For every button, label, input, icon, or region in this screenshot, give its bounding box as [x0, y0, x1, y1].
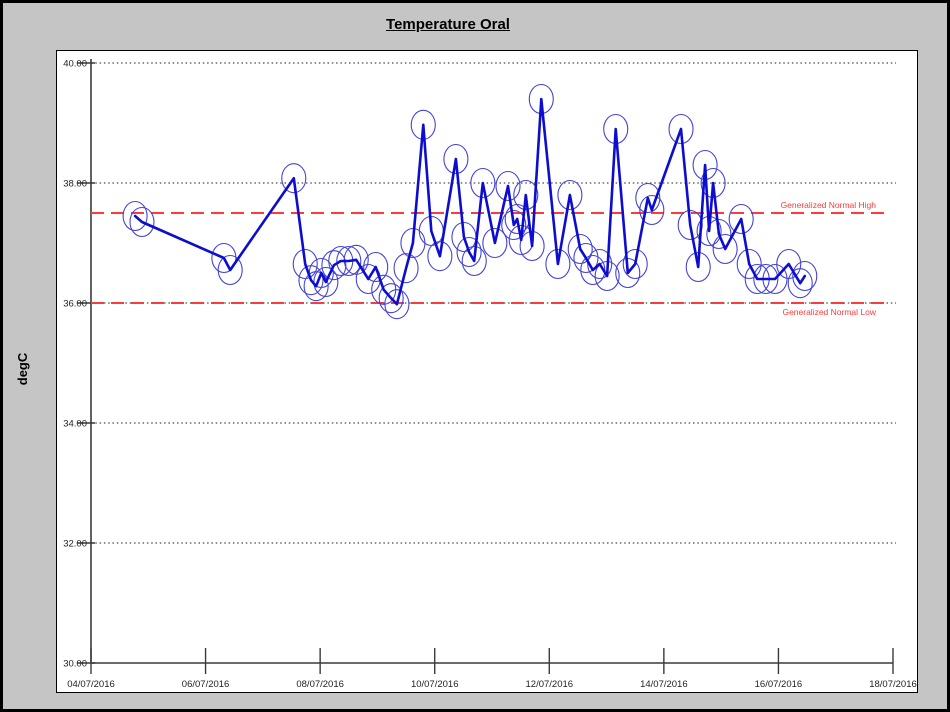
plot-panel	[56, 50, 918, 693]
data-point-marker	[557, 179, 583, 211]
y-tick-label: 38.00	[63, 179, 87, 190]
data-point-marker	[321, 250, 347, 281]
y-tick-label: 32.00	[63, 539, 87, 550]
data-point-marker	[753, 263, 779, 295]
data-point-marker	[443, 143, 469, 175]
data-point-marker	[427, 241, 453, 272]
data-point-marker	[639, 194, 665, 226]
data-point-marker	[567, 233, 593, 265]
reference-line-label: Generalized Normal Low	[782, 307, 876, 317]
x-tick-label: 08/07/2016	[296, 679, 344, 690]
data-point-marker	[292, 248, 318, 280]
data-point-marker	[622, 248, 648, 280]
reference-line-label: Generalized Normal High	[781, 200, 877, 210]
data-point-marker	[129, 206, 155, 238]
data-point-marker	[217, 254, 243, 286]
x-tick-label: 12/07/2016	[526, 679, 574, 690]
data-point-marker	[787, 268, 813, 299]
temperature-line-chart: 30.00 32.00 34.00 36.00 38.00 40.00 04/07/2016…	[63, 59, 917, 691]
data-point-marker	[668, 113, 694, 145]
data-point-marker	[706, 218, 732, 250]
data-line	[133, 97, 807, 306]
data-point-marker	[573, 242, 599, 274]
x-tick-label: 18/07/2016	[869, 679, 917, 690]
y-tick-label: 30.00	[63, 659, 87, 670]
data-point-marker	[513, 179, 539, 211]
data-point-marker	[303, 271, 329, 302]
y-tick-label: 36.00	[63, 299, 87, 310]
data-point-marker	[122, 200, 148, 232]
x-tick-label: 14/07/2016	[640, 679, 688, 690]
x-tick-label: 06/07/2016	[182, 679, 230, 690]
data-point-marker	[635, 182, 661, 214]
y-tick-label: 34.00	[63, 419, 87, 430]
data-point-marker	[545, 248, 571, 280]
data-point-marker	[792, 260, 818, 292]
data-point-marker	[456, 236, 482, 268]
data-point-marker	[736, 248, 762, 280]
data-point-marker	[495, 170, 521, 202]
data-point-marker	[470, 167, 496, 199]
data-point-marker	[378, 283, 404, 314]
data-point-marker	[281, 163, 307, 194]
x-tick-label: 10/07/2016	[411, 679, 459, 690]
data-point-marker	[393, 253, 419, 284]
chart-title: Temperature Oral	[386, 16, 510, 33]
data-point-marker	[712, 233, 738, 265]
x-tick-label: 04/07/2016	[67, 679, 115, 690]
data-point-marker	[384, 289, 410, 320]
data-point-marker	[336, 245, 362, 277]
data-point-marker	[211, 242, 237, 274]
data-point-marker	[501, 209, 527, 241]
data-point-marker	[363, 251, 389, 283]
data-point-marker	[482, 227, 508, 259]
y-tick-label: 40.00	[63, 59, 87, 70]
data-point-marker	[728, 203, 754, 235]
x-tick-label: 16/07/2016	[755, 679, 803, 690]
data-point-marker	[461, 245, 487, 277]
data-point-marker	[587, 248, 613, 280]
